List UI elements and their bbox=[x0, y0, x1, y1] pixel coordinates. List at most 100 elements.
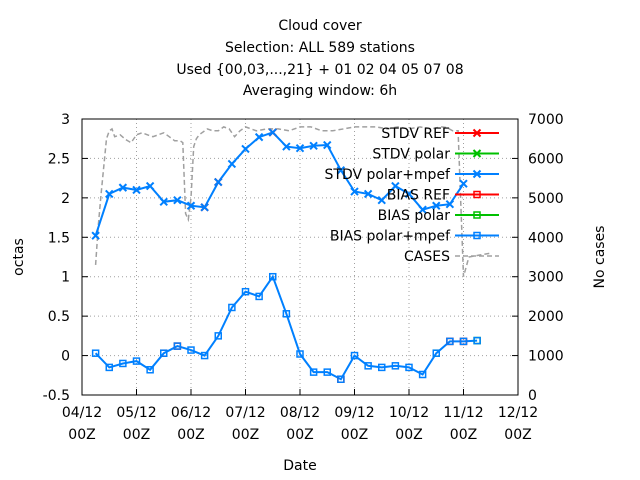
stdv-data-point bbox=[418, 205, 427, 214]
bias-data-point bbox=[350, 351, 359, 360]
bias-data-point bbox=[173, 342, 182, 350]
bias-data-point bbox=[378, 363, 386, 372]
bias-data-point bbox=[269, 272, 277, 281]
stdv-data-point bbox=[105, 189, 114, 199]
bias-data-point bbox=[282, 310, 291, 318]
x-marker-stroke bbox=[173, 196, 182, 205]
stdv-data-point bbox=[200, 203, 209, 212]
y2-tick-label: 1000 bbox=[528, 349, 564, 365]
bias-data-point bbox=[132, 357, 141, 365]
x-marker-stroke bbox=[105, 189, 114, 199]
legend-label: STDV polar+mpef bbox=[325, 167, 452, 183]
grid-lines bbox=[82, 119, 518, 395]
bias-data-point bbox=[119, 359, 127, 368]
bias-data-point bbox=[146, 366, 154, 374]
x-tick-label-date: 12/12 bbox=[498, 405, 538, 421]
x-tick-label-hour: 00Z bbox=[450, 427, 477, 443]
bias-data-point bbox=[323, 368, 331, 376]
cases-series-line bbox=[94, 126, 491, 277]
x-marker-stroke bbox=[363, 189, 373, 199]
x-tick-label-date: 11/12 bbox=[443, 405, 483, 421]
bias-data-point bbox=[255, 292, 263, 301]
legend-marker bbox=[472, 149, 482, 158]
chart-title-line-1: Cloud cover bbox=[278, 18, 362, 34]
legend-marker bbox=[472, 169, 482, 179]
bias-series-line bbox=[94, 274, 478, 381]
x-tick-label-hour: 00Z bbox=[68, 427, 95, 443]
x-marker-stroke bbox=[336, 166, 346, 175]
y-tick-label: 3 bbox=[61, 112, 70, 128]
x-marker-stroke bbox=[91, 231, 100, 240]
x-marker-stroke bbox=[159, 197, 168, 207]
legend-marker bbox=[473, 231, 481, 240]
x-marker-stroke bbox=[241, 144, 250, 154]
x-marker-stroke bbox=[214, 177, 223, 187]
y2-tick-label: 3000 bbox=[528, 270, 564, 286]
x-marker-stroke bbox=[118, 183, 128, 192]
y2-tick-label: 5000 bbox=[528, 191, 564, 207]
bias-data-point bbox=[241, 287, 250, 296]
x-tick-label-hour: 00Z bbox=[177, 427, 204, 443]
bias-data-point bbox=[91, 349, 100, 357]
chart-title-line-3: Used {00,03,...,21} + 01 02 04 05 07 08 bbox=[176, 62, 464, 78]
bias-data-point bbox=[214, 332, 222, 340]
stdv-data-point bbox=[432, 201, 441, 210]
bias-data-point bbox=[200, 351, 209, 360]
y-tick-label: 2 bbox=[61, 191, 70, 207]
bias-data-point bbox=[418, 370, 427, 379]
x-axis-label: Date bbox=[283, 458, 316, 474]
legend-label: STDV polar bbox=[372, 147, 450, 163]
stdv-data-point bbox=[132, 185, 141, 195]
x-marker-stroke bbox=[472, 128, 482, 138]
y2-axis-label: No cases bbox=[592, 226, 608, 289]
legend-label: CASES bbox=[404, 249, 450, 265]
x-marker-stroke bbox=[145, 181, 155, 191]
bias-data-point bbox=[296, 350, 304, 358]
bias-data-point bbox=[432, 349, 440, 357]
x-marker-stroke bbox=[200, 203, 209, 212]
stdv-data-point bbox=[91, 231, 100, 240]
stdv-data-point bbox=[282, 142, 291, 151]
x-tick-label-hour: 00Z bbox=[395, 427, 422, 443]
stdv-data-point bbox=[391, 181, 400, 191]
x-tick-label-date: 10/12 bbox=[389, 405, 429, 421]
x-marker-stroke bbox=[418, 205, 427, 214]
x-marker-stroke bbox=[268, 128, 277, 137]
chart-title-line-2: Selection: ALL 589 stations bbox=[225, 40, 415, 56]
stdv-data-point bbox=[459, 179, 468, 188]
stdv-series-line bbox=[94, 131, 465, 237]
stdv-data-point bbox=[336, 166, 346, 175]
x-marker-stroke bbox=[432, 201, 441, 210]
x-marker-stroke bbox=[309, 141, 318, 151]
x-marker-stroke bbox=[472, 149, 482, 158]
x-tick-label-hour: 00Z bbox=[232, 427, 259, 443]
bias-data-point bbox=[446, 337, 454, 346]
x-tick-label-hour: 00Z bbox=[286, 427, 313, 443]
stdv-data-point bbox=[118, 183, 128, 192]
stdv-data-point bbox=[159, 197, 168, 207]
x-tick-label-date: 04/12 bbox=[62, 405, 102, 421]
y2-tick-label: 2000 bbox=[528, 309, 564, 325]
stdv-data-point bbox=[323, 140, 332, 150]
series-layer bbox=[91, 126, 491, 383]
bias-data-point bbox=[228, 303, 236, 312]
legend-marker bbox=[473, 190, 481, 199]
legend-marker bbox=[473, 211, 481, 219]
stdv-data-point bbox=[186, 201, 196, 210]
stdv-data-point bbox=[254, 132, 264, 142]
y-tick-label: 0.5 bbox=[48, 309, 70, 325]
x-marker-stroke bbox=[132, 185, 141, 195]
x-marker-stroke bbox=[295, 143, 305, 153]
x-tick-label-date: 06/12 bbox=[171, 405, 211, 421]
stdv-data-point bbox=[445, 199, 455, 209]
legend-label: STDV REF bbox=[381, 126, 450, 142]
x-marker-stroke bbox=[404, 189, 414, 199]
y-tick-label: 0 bbox=[61, 349, 70, 365]
bias-data-point bbox=[473, 336, 481, 345]
x-tick-label-date: 07/12 bbox=[225, 405, 265, 421]
y-tick-label: 2.5 bbox=[48, 151, 70, 167]
x-marker-stroke bbox=[254, 132, 264, 142]
bias-data-point bbox=[187, 346, 195, 354]
stdv-data-point bbox=[145, 181, 155, 191]
stdv-data-point bbox=[377, 196, 386, 205]
